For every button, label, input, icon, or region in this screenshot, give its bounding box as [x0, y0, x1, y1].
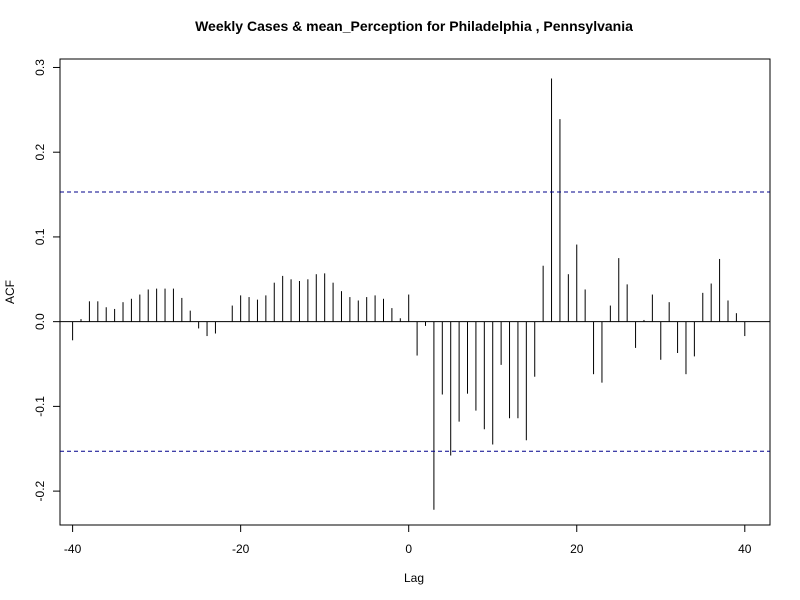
x-tick-label: 40	[738, 542, 752, 556]
y-axis: -0.2 -0.1 0.0 0.1 0.2 0.3	[33, 59, 60, 501]
y-tick-label: -0.1	[33, 396, 47, 417]
acf-bars	[60, 78, 770, 510]
y-axis-label: ACF	[3, 280, 17, 304]
y-tick-label: 0.3	[33, 59, 47, 76]
x-tick-label: -20	[232, 542, 250, 556]
x-tick-label: 20	[570, 542, 584, 556]
y-tick-label: -0.2	[33, 480, 47, 501]
y-tick-label: 0.0	[33, 313, 47, 330]
x-axis-label: Lag	[404, 571, 424, 585]
plot-frame	[59, 58, 771, 526]
x-tick-label: 0	[405, 542, 412, 556]
confidence-bounds	[60, 191, 770, 452]
y-tick-label: 0.1	[33, 228, 47, 245]
chart-title: Weekly Cases & mean_Perception for Phila…	[195, 18, 633, 34]
x-tick-label: -40	[64, 542, 82, 556]
x-axis: -40 -20 0 20 40	[64, 525, 752, 556]
y-tick-label: 0.2	[33, 144, 47, 161]
